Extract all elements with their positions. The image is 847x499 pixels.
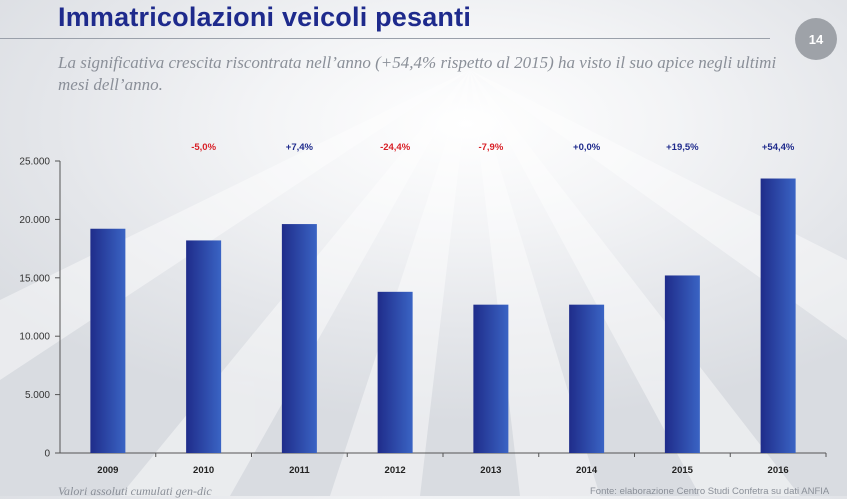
x-tick-label: 2012 [385, 465, 406, 476]
bar-2014 [569, 304, 605, 453]
bar-2009 [90, 228, 126, 453]
bar-2012 [377, 291, 413, 453]
x-axis-labels: 2009 2010 2011 2012 2013 2014 2015 2016 [97, 453, 827, 476]
x-tick-label: 2015 [672, 465, 694, 476]
change-label-2016: +54,4% [762, 142, 795, 153]
y-axis-ticks: 0 5.000 10.000 15.000 20.000 25.000 [19, 157, 60, 460]
bar-2013 [473, 304, 509, 453]
source-note: Fonte: elaborazione Centro Studi Confetr… [590, 486, 830, 497]
x-tick-label: 2009 [97, 465, 118, 476]
change-label-2012: -24,4% [380, 142, 411, 153]
title-underline [0, 38, 770, 39]
y-tick-label: 0 [44, 449, 50, 460]
y-tick-label: 25.000 [19, 157, 50, 168]
bar-2016 [760, 178, 796, 453]
bar-2011 [281, 224, 317, 453]
change-label-2015: +19,5% [666, 142, 699, 153]
bar-2010 [186, 240, 222, 453]
x-tick-label: 2014 [576, 465, 598, 476]
x-tick-label: 2013 [480, 465, 501, 476]
bar-2015 [664, 275, 700, 453]
x-tick-label: 2016 [768, 465, 789, 476]
change-labels: -5,0% +7,4% -24,4% -7,9% +0,0% +19,5% +54,4% [191, 142, 795, 153]
page-title: Immatricolazioni veicoli pesanti [58, 2, 472, 32]
page-number-badge: 14 [795, 18, 837, 60]
change-label-2011: +7,4% [286, 142, 314, 153]
change-label-2010: -5,0% [191, 142, 216, 153]
y-tick-label: 5.000 [25, 390, 50, 401]
y-tick-label: 20.000 [19, 215, 50, 226]
page-subtitle: La significativa crescita riscontrata ne… [58, 53, 777, 94]
x-tick-label: 2011 [289, 465, 310, 476]
chart-axes [59, 161, 826, 454]
chart-bars [90, 178, 796, 453]
change-label-2013: -7,9% [478, 142, 503, 153]
values-note: Valori assoluti cumulati gen-dic [58, 484, 212, 498]
x-tick-label: 2010 [193, 465, 214, 476]
y-tick-label: 10.000 [19, 332, 50, 343]
y-tick-label: 15.000 [19, 273, 50, 284]
change-label-2014: +0,0% [573, 142, 601, 153]
